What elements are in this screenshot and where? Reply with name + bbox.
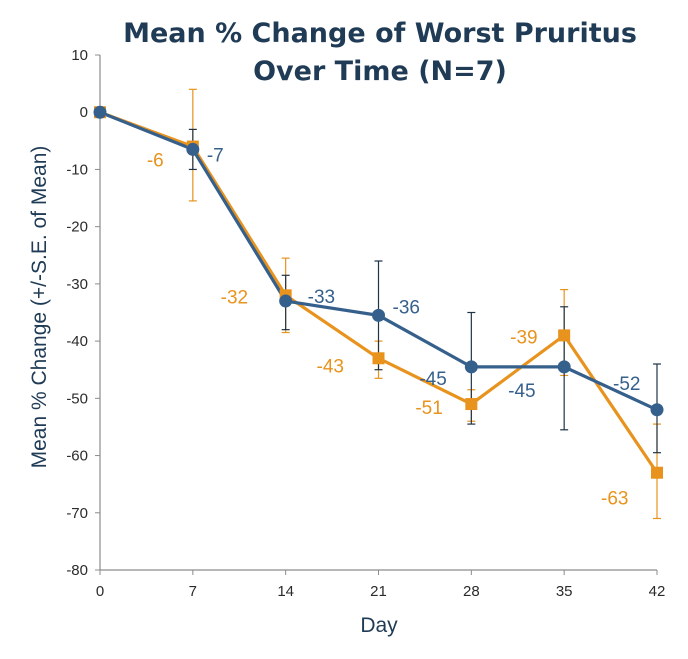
orange-series-data-label: -43 <box>317 356 344 377</box>
x-tick-label: 35 <box>556 583 573 600</box>
axes: 10 0 -10 -20 -30 -40 -50 -60 -70 -80 0 7 14 21 28 35 42 <box>66 47 665 600</box>
chart-title-line-2: Over Time (N=7) <box>253 56 507 87</box>
orange-series-data-label: -6 <box>147 151 164 172</box>
blue-series-data-label: -52 <box>613 374 640 395</box>
x-tick-label: 28 <box>463 583 480 600</box>
orange-series-point <box>372 352 385 365</box>
x-tick-label: 0 <box>96 583 104 600</box>
blue-series-point <box>372 308 385 322</box>
y-tick-label: -10 <box>66 161 88 178</box>
x-tick-label: 7 <box>189 583 197 600</box>
y-tick-label: -40 <box>66 333 88 350</box>
y-tick-label: 10 <box>71 47 88 64</box>
y-axis-title: Mean % Change (+/-S.E. of Mean) <box>28 146 51 469</box>
orange-series-point <box>465 398 478 411</box>
blue-series-data-label: -45 <box>419 369 446 390</box>
blue-series-data-label: -33 <box>308 287 335 308</box>
x-axis-title: Day <box>360 614 398 637</box>
x-tick-label: 42 <box>649 583 666 600</box>
blue-series-point <box>93 105 107 119</box>
orange-series-data-label: -32 <box>221 287 248 308</box>
blue-series-point <box>186 142 200 156</box>
blue-series-point <box>557 360 571 374</box>
orange-series-data-label: -39 <box>510 327 537 348</box>
orange-series-point <box>558 329 571 342</box>
y-tick-label: -80 <box>66 562 88 579</box>
data-labels: -6 -32 -43 -51 -39 -63 -7 -33 -36 -45 -45 -52 <box>147 145 641 509</box>
orange-series-data-label: -51 <box>415 398 442 419</box>
chart-title-line-1: Mean % Change of Worst Pruritus <box>123 18 637 49</box>
y-tick-label: -70 <box>66 505 88 522</box>
series-markers <box>93 105 664 479</box>
x-tick-label: 21 <box>370 583 387 600</box>
y-tick-label: -60 <box>66 448 88 465</box>
blue-series-data-label: -45 <box>508 381 535 402</box>
x-tick-label: 14 <box>277 583 294 600</box>
y-tick-label: -50 <box>66 390 88 407</box>
orange-series-data-label: -63 <box>601 489 628 510</box>
orange-series-point <box>651 466 663 479</box>
blue-series-point <box>650 403 664 417</box>
error-bars <box>188 88 661 520</box>
y-tick-label: -30 <box>66 276 88 293</box>
blue-series-point <box>464 360 478 374</box>
y-tick-label: -20 <box>66 219 88 236</box>
blue-series-data-label: -7 <box>207 145 224 166</box>
y-tick-label: 0 <box>80 104 88 121</box>
blue-series-data-label: -36 <box>393 297 420 318</box>
blue-series-point <box>279 294 293 308</box>
